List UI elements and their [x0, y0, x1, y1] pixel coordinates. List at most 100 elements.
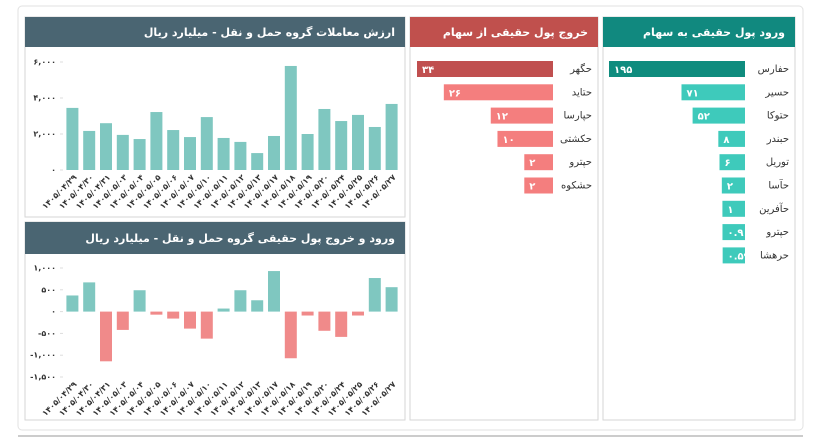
- bar: [251, 153, 264, 170]
- category-label: حفارس: [758, 64, 789, 75]
- category-label: حپترو: [765, 227, 789, 238]
- value-label: ۲: [727, 182, 733, 193]
- category-label: حشکوه: [561, 181, 592, 192]
- bar: [184, 311, 196, 329]
- value-label: ۱۰: [502, 135, 514, 146]
- bar: [301, 134, 314, 170]
- bar: [490, 107, 553, 124]
- bar: [268, 271, 280, 312]
- value-label: ۷۱: [686, 88, 698, 99]
- category-label: حکشتی: [560, 134, 592, 145]
- y-tick-label: -۵۰۰: [38, 329, 56, 338]
- value-label: ۲: [529, 158, 535, 169]
- bar: [385, 287, 398, 312]
- bar: [385, 103, 398, 170]
- panel: [409, 16, 599, 421]
- bar: [217, 137, 230, 170]
- bar: [83, 130, 96, 170]
- category-label: حپارسا: [563, 111, 592, 122]
- bar: [234, 141, 247, 170]
- y-tick-label: ۰: [51, 307, 56, 316]
- panel: [24, 16, 406, 218]
- y-tick-label: ۵۰۰: [41, 285, 56, 294]
- bar: [66, 107, 79, 170]
- bar: [100, 311, 112, 362]
- bar: [722, 247, 745, 264]
- category-label: حسیر: [764, 87, 789, 98]
- panel-header: [410, 17, 598, 47]
- value-label: ۳۴: [422, 65, 434, 76]
- bar: [681, 84, 745, 101]
- bar: [609, 61, 745, 77]
- bar: [443, 84, 553, 101]
- bar: [184, 137, 196, 170]
- bar: [284, 65, 297, 170]
- bar: [234, 290, 247, 312]
- bar: [721, 177, 745, 194]
- category-label: حبندر: [766, 134, 789, 145]
- panel-title: ارزش معاملات گروه حمل و نقل - میلیارد ری…: [144, 26, 395, 39]
- bar: [133, 290, 146, 312]
- bar: [318, 108, 331, 170]
- bar: [722, 200, 745, 217]
- category-label: حگهر: [569, 63, 592, 75]
- bar: [116, 311, 129, 330]
- bar: [318, 311, 331, 331]
- panel-title: ورود پول حقیقی به سهام: [643, 26, 785, 39]
- bar: [524, 177, 553, 194]
- bar: [417, 61, 553, 77]
- panel-header: [603, 17, 795, 47]
- bar: [100, 123, 112, 170]
- value-label: ۲: [529, 182, 535, 193]
- bar: [719, 154, 745, 171]
- bar: [352, 311, 364, 316]
- bar: [83, 282, 96, 312]
- bar: [217, 308, 230, 312]
- value-label: ۸: [723, 135, 729, 146]
- value-label: ۱: [727, 205, 733, 216]
- bar: [692, 107, 745, 124]
- category-label: حپترو: [568, 157, 592, 168]
- bar: [718, 130, 745, 147]
- panel-header: [25, 222, 405, 254]
- bar: [200, 117, 213, 170]
- value-label: ۶: [724, 158, 730, 169]
- category-label: حتاید: [572, 87, 592, 98]
- bar: [150, 112, 163, 170]
- bar: [268, 135, 280, 170]
- y-tick-label: ۴,۰۰۰: [33, 94, 56, 103]
- y-tick-label: ۲,۰۰۰: [33, 130, 56, 139]
- bar: [284, 311, 297, 359]
- bar: [167, 311, 180, 319]
- bar: [524, 154, 553, 171]
- bar: [301, 311, 314, 316]
- category-label: حآفرین: [759, 202, 789, 215]
- category-label: توریل: [766, 157, 789, 168]
- y-tick-label: ۱,۰۰۰: [33, 264, 56, 273]
- value-label: ۰.۹۰: [727, 228, 749, 239]
- bar: [352, 114, 364, 170]
- y-tick-label: ۶,۰۰۰: [33, 58, 56, 67]
- value-label: ۱۹۵: [614, 65, 632, 76]
- bar: [368, 278, 381, 312]
- panel: [602, 16, 796, 421]
- category-label: حرهشا: [760, 250, 789, 261]
- bar: [167, 130, 180, 170]
- panel-title: ورود و خروج پول حقیقی گروه حمل و نقل - م…: [85, 232, 395, 246]
- bar: [722, 224, 745, 241]
- value-label: ۲۶: [449, 88, 461, 99]
- bar: [497, 130, 553, 147]
- y-tick-label: -۱,۵۰۰: [30, 373, 56, 382]
- value-label: ۱۲: [496, 112, 508, 123]
- y-tick-label: -۱,۰۰۰: [30, 351, 56, 360]
- y-tick-label: ۰: [51, 166, 56, 175]
- bar: [368, 126, 381, 170]
- bar: [133, 139, 146, 170]
- value-label: ۰.۵۹: [728, 251, 750, 262]
- category-label: حآسا: [768, 179, 789, 192]
- bar: [150, 311, 163, 315]
- panel-title: خروج پول حقیقی از سهام: [443, 26, 588, 40]
- bar: [116, 134, 129, 170]
- panel-header: [25, 17, 405, 47]
